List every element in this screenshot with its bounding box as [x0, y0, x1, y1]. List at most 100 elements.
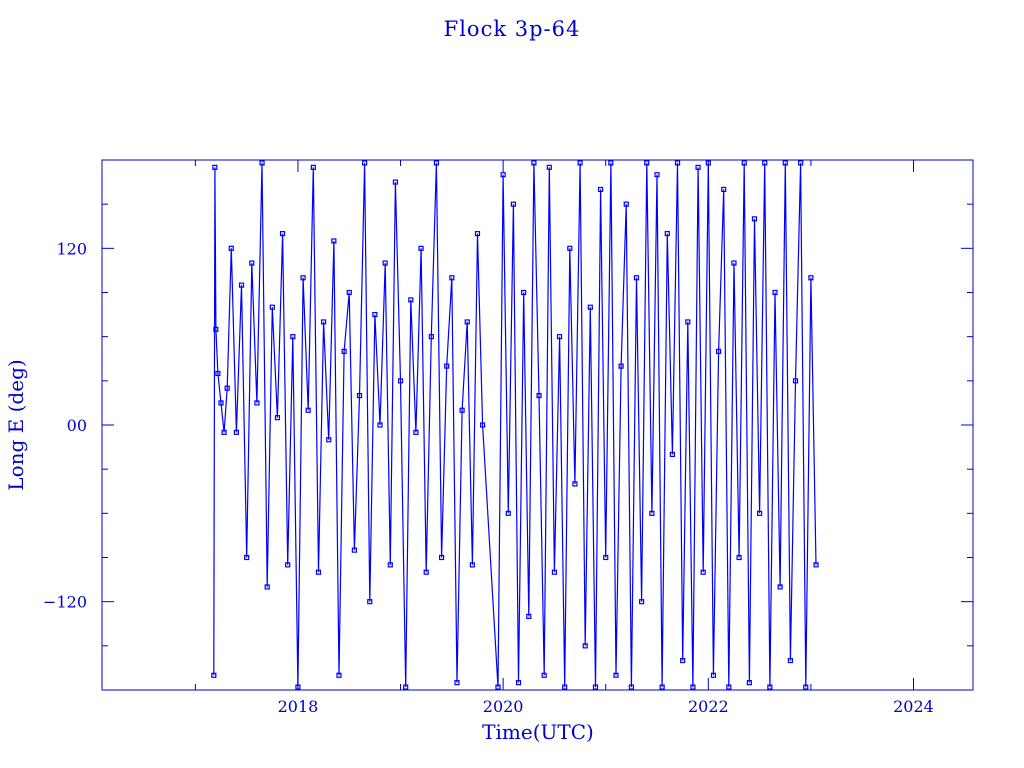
y-tick-label: −120: [43, 593, 87, 612]
ticks: 2018 2020 2022 2024 120 00 −120: [43, 160, 973, 716]
data-point: [526, 613, 532, 619]
data-point: [546, 164, 552, 170]
data-point: [392, 179, 399, 185]
data-point: [700, 569, 706, 575]
data-point: [618, 363, 624, 369]
data-point: [792, 378, 799, 384]
data-point: [356, 392, 363, 399]
data-point: [454, 680, 460, 686]
series-line: [213, 162, 817, 688]
data-point: [315, 569, 322, 575]
data-point: [433, 160, 440, 166]
data-point: [664, 231, 670, 237]
data-point: [279, 231, 286, 237]
data-point: [798, 160, 804, 166]
data-point: [680, 657, 686, 664]
data-point: [285, 562, 291, 568]
data-point: [500, 172, 506, 178]
data-point: [767, 684, 773, 690]
data-point: [603, 554, 609, 561]
data-point: [808, 275, 814, 281]
plot-frame: [101, 159, 974, 691]
data-point: [438, 554, 445, 561]
data-point: [228, 245, 234, 251]
data-point: [623, 201, 629, 207]
data-point: [531, 160, 537, 166]
data-point: [541, 672, 547, 678]
data-point: [587, 304, 593, 310]
data-point: [690, 684, 696, 690]
data-point: [377, 422, 383, 428]
data-point: [628, 684, 634, 690]
data-point: [305, 407, 311, 413]
x-tick-label: 2022: [688, 697, 729, 716]
data-point: [403, 684, 409, 690]
data-point: [685, 319, 691, 325]
data-point: [474, 231, 481, 237]
data-point: [413, 429, 419, 435]
data-point: [367, 599, 373, 605]
data-point: [397, 378, 404, 384]
data-point: [495, 684, 501, 690]
data-point: [757, 510, 763, 516]
data-point: [577, 160, 583, 166]
data-point: [562, 684, 568, 690]
data-point: [310, 164, 316, 170]
data-point: [674, 160, 681, 166]
data-point: [274, 415, 281, 421]
data-point: [710, 672, 717, 678]
data-point: [741, 160, 747, 166]
data-point: [654, 172, 660, 178]
data-point: [762, 160, 768, 166]
data-point: [787, 657, 793, 664]
data-point: [215, 370, 221, 377]
x-tick-label: 2018: [278, 697, 319, 716]
data-point: [567, 245, 573, 251]
data-point: [582, 643, 588, 649]
data-point: [480, 422, 486, 428]
data-point: [469, 562, 475, 568]
data-point: [244, 554, 250, 561]
data-point: [336, 672, 342, 678]
data-point: [726, 684, 732, 690]
data-point: [731, 260, 737, 266]
data-point: [669, 451, 676, 458]
data-point: [290, 334, 296, 340]
data-point: [639, 599, 645, 605]
data-point: [269, 304, 275, 310]
data-point: [813, 562, 819, 568]
data-point: [444, 363, 450, 369]
data-point: [408, 297, 414, 303]
data-point: [238, 282, 245, 288]
data-point: [320, 319, 327, 325]
data-point: [751, 216, 758, 222]
data-point: [362, 160, 368, 166]
data-point: [746, 680, 752, 686]
data-point: [326, 437, 332, 443]
data-point: [772, 289, 778, 296]
x-tick-label: 2024: [893, 697, 934, 716]
data-point: [418, 245, 424, 251]
data-point: [211, 672, 217, 678]
data-point: [423, 569, 429, 575]
data-point: [505, 510, 511, 516]
data-point: [715, 348, 722, 354]
data-point: [649, 510, 655, 516]
data-point: [449, 275, 455, 281]
data-point: [346, 289, 352, 296]
data-point: [536, 392, 542, 399]
data-point: [428, 334, 434, 340]
x-tick-label: 2020: [483, 697, 524, 716]
data-point: [224, 385, 230, 391]
data-point: [592, 684, 599, 690]
data-point: [254, 400, 260, 406]
data-point: [695, 164, 701, 170]
data-point: [521, 289, 527, 296]
data-point: [351, 547, 357, 553]
chart-title: Flock 3p-64: [443, 17, 581, 41]
data-point: [736, 554, 742, 561]
data-point: [644, 160, 650, 166]
y-tick-label: 00: [67, 416, 87, 435]
data-point: [213, 326, 219, 332]
